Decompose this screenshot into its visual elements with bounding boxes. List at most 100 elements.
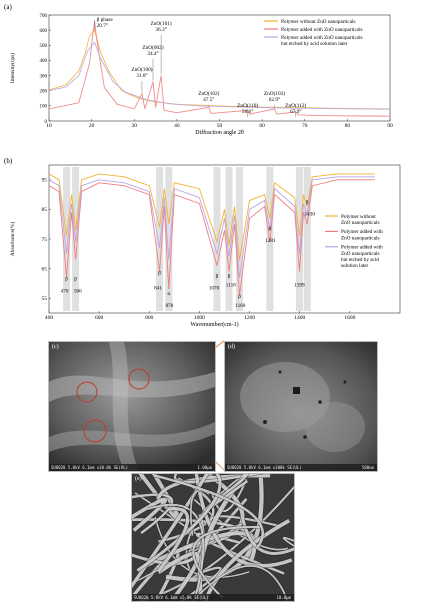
ftir-band xyxy=(303,167,311,311)
xrd-series-line-0 xyxy=(48,29,391,110)
xrd-x-tick-label: 10 xyxy=(46,123,52,129)
xrd-legend-entry: but etched by acid solution later xyxy=(281,41,348,47)
sem-e-fibers xyxy=(132,474,294,601)
ftir-peak-label: β xyxy=(269,226,272,232)
sem-c-info-bar: SU8020 5.0kV 6.1mm x30.0k SE(UL) 1.00μm xyxy=(49,464,215,471)
ftir-band xyxy=(225,167,233,311)
ftir-x-tick-label: 400 xyxy=(45,315,54,321)
xrd-ticks: 10 20 30 40 50 60 70 80 90 0 100 200 300 400 500 600 700 xyxy=(40,14,394,129)
ftir-peak-label: β xyxy=(228,273,231,279)
ftir-peak-label: β xyxy=(216,273,219,279)
panel-label-d: (d) xyxy=(228,344,235,350)
xrd-annotation-label: ZnO(103) xyxy=(264,90,285,97)
xrd-annotation-value: 34.4° xyxy=(147,50,158,57)
ftir-y-tick-label: 95 xyxy=(42,178,48,184)
xrd-annotation-label: ZnO(100) xyxy=(131,66,152,73)
ftir-peak-label: 470 xyxy=(61,288,69,294)
sem-c-scale: 1.00μm xyxy=(197,465,212,470)
xrd-y-tick-label: 500 xyxy=(40,44,48,49)
xrd-annotation-value: 31.8° xyxy=(136,72,147,79)
xrd-annotation-value: 56.6° xyxy=(242,108,253,115)
sem-e-fiber xyxy=(157,551,200,601)
xrd-legend: Polymer without ZnO nanoparticals Polymer… xyxy=(264,19,363,47)
sem-e-fiber xyxy=(173,474,261,484)
ftir-y-tick-label: 75 xyxy=(42,237,48,243)
xrd-y-tick-label: 300 xyxy=(40,74,48,79)
sem-image-e: (e) SU8020 5.0kV 6.1mm x5.0k SE(UL) 10.0… xyxy=(131,473,295,602)
xrd-series-line-1 xyxy=(48,21,391,117)
xrd-series xyxy=(48,21,391,117)
sem-e-fiber xyxy=(194,474,293,568)
ftir-y-tick-label: 65 xyxy=(42,266,48,272)
xrd-x-axis-label: Diffraction angle 2θ xyxy=(195,129,244,136)
xrd-legend-entry: Polymer added with ZnO nanoparticals xyxy=(281,27,363,33)
ftir-peak-label: β xyxy=(158,271,161,277)
ftir-peak-label: β xyxy=(74,276,77,282)
ftir-y-tick-label: 55 xyxy=(42,296,48,302)
ftir-legend-entry: ZnO nanoparticals xyxy=(341,220,379,226)
ftir-series xyxy=(48,173,375,296)
xrd-series-line-2 xyxy=(48,41,391,110)
ftir-band xyxy=(295,167,303,311)
ftir-legend-entry: Polymer without xyxy=(341,214,376,220)
ftir-peak-label: 1118 xyxy=(226,282,236,288)
xrd-x-tick-label: 60 xyxy=(259,123,265,129)
xrd-x-tick-label: 20 xyxy=(89,123,95,129)
ftir-series-line-2 xyxy=(48,176,375,278)
ftir-ticks: 400 600 800 1000 1200 1400 1600 55 65 75 85 95 xyxy=(42,178,356,321)
ftir-x-tick-label: 600 xyxy=(95,315,104,321)
xrd-annotation-value: 62.9° xyxy=(269,96,280,103)
sem-e-fiber xyxy=(282,537,294,547)
xrd-y-tick-label: 400 xyxy=(40,59,48,64)
ftir-band xyxy=(213,167,221,311)
ftir-legend-entry: but etched by acid xyxy=(341,257,379,263)
ftir-peak-label: 1399 xyxy=(294,282,305,288)
sem-e-fiber xyxy=(153,474,264,549)
ftir-peak-label: 1281 xyxy=(265,238,276,244)
ftir-x-tick-label: 1400 xyxy=(294,315,305,321)
ftir-peak-label: 841 xyxy=(154,285,162,291)
sem-e-scale: 10.0μm xyxy=(276,595,291,600)
ftir-legend-entry: Polymer added with xyxy=(341,229,383,235)
xrd-annotation-value: 47.5° xyxy=(203,96,214,103)
xrd-annotation-label: ZnO(002) xyxy=(142,44,163,51)
ftir-band xyxy=(156,167,164,311)
xrd-x-tick-label: 50 xyxy=(217,123,223,129)
xrd-x-tick-label: 80 xyxy=(345,123,351,129)
sem-e-fiber xyxy=(132,497,168,532)
sem-d-info-bar: SU8020 5.0kV 6.1mm x100k SE(UL) 500nm xyxy=(225,464,377,471)
xrd-x-tick-label: 90 xyxy=(387,123,393,129)
xrd-annotation-label: ZnO(101) xyxy=(151,20,172,27)
ftir-peak-label: β xyxy=(65,276,68,282)
xrd-annotation-label: ZnO(102) xyxy=(198,90,219,97)
xrd-annotation-value: 20.7° xyxy=(97,22,108,29)
ftir-x-tick-label: 1000 xyxy=(194,315,205,321)
ftir-band xyxy=(236,167,244,311)
ftir-legend-entry: ZnO nanoparticals xyxy=(341,235,379,241)
ftir-peak-label: β xyxy=(306,199,309,205)
sem-e-settings: SU8020 5.0kV 6.1mm x5.0k SE(UL) xyxy=(134,595,209,600)
ftir-y-tick-label: 85 xyxy=(42,207,48,213)
ftir-x-axis-label: Wavenumber(cm-1) xyxy=(190,321,238,328)
sem-e-fiber xyxy=(154,516,250,579)
sem-e-fiber xyxy=(192,525,261,599)
sem-c-texture xyxy=(49,342,215,471)
sem-e-fiber xyxy=(157,507,190,573)
xrd-chart: 10 20 30 40 50 60 70 80 90 0 100 200 300 400 500 600 700… xyxy=(4,3,393,136)
ftir-legend-entry: Polymer added with xyxy=(341,245,383,251)
xrd-y-tick-label: 200 xyxy=(40,90,48,95)
ftir-y-axis-label: Absorbance(%) xyxy=(9,222,16,257)
xrd-y-axis-label: Intensity(cps) xyxy=(9,53,16,83)
xrd-legend-entry: Polymer added with ZnO nanoparticals xyxy=(281,35,363,41)
xrd-x-tick-label: 30 xyxy=(132,123,138,129)
xrd-annotation-value: 36.3° xyxy=(155,26,166,33)
xrd-annotation-label: ZnO(110) xyxy=(237,102,258,109)
ftir-x-tick-label: 800 xyxy=(145,315,154,321)
sem-image-c: (c) SU8020 5.0kV 6.1mm x30.0k SE(UL) 1.0… xyxy=(48,341,216,472)
xrd-annotation-label: ZnO(112) xyxy=(285,102,306,109)
ftir-series-line-1 xyxy=(48,179,375,296)
ftir-peak-label: 1160 xyxy=(235,303,246,309)
panel-label-e: (e) xyxy=(135,476,142,482)
sem-c-settings: SU8020 5.0kV 6.1mm x30.0k SE(UL) xyxy=(51,465,129,470)
